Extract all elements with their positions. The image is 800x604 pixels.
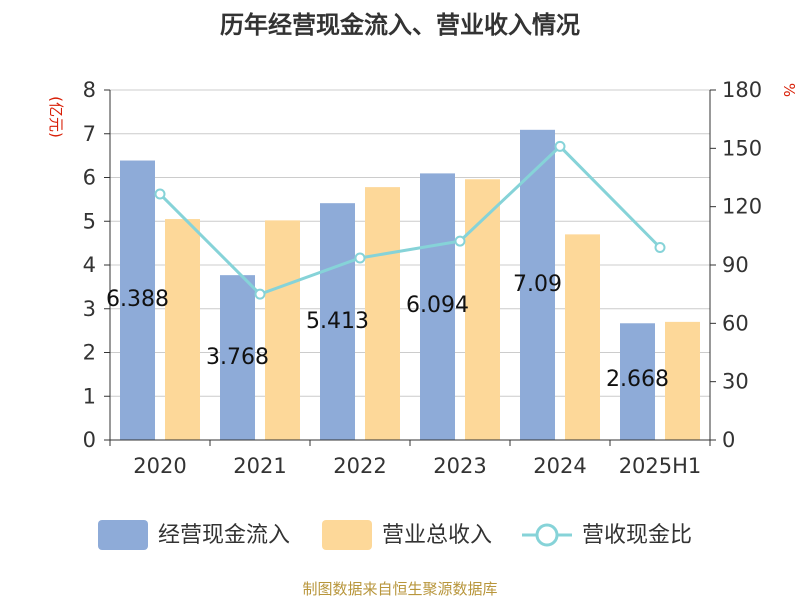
bar-cash-inflow	[120, 160, 155, 440]
ratio-point	[354, 252, 366, 264]
ratio-point	[154, 188, 166, 200]
x-axis-tick-label: 2025H1	[619, 454, 702, 478]
bar-cash-inflow	[520, 129, 555, 440]
bars	[120, 129, 700, 440]
left-axis-tick-label: 5	[83, 209, 96, 233]
bar-revenue	[665, 321, 700, 440]
bar-cash-inflow	[420, 173, 455, 440]
legend-marker-ratio	[535, 523, 559, 547]
x-axis-tick-label: 2021	[233, 454, 286, 478]
bar-revenue	[265, 220, 300, 440]
legend-label-cash-inflow: 经营现金流入	[158, 523, 290, 548]
data-label-cash-inflow: 5.413	[306, 309, 369, 334]
left-axis-tick-label: 1	[83, 384, 96, 408]
right-axis-unit: %	[780, 83, 798, 97]
x-axis-tick-label: 2024	[533, 454, 586, 478]
legend-item-revenue[interactable]: 营业总收入	[322, 520, 492, 550]
right-axis-tick-label: 150	[722, 136, 762, 160]
source-note: 制图数据来自恒生聚源数据库	[302, 580, 497, 598]
bar-cash-inflow	[620, 323, 655, 440]
legend-label-ratio: 营收现金比	[582, 523, 692, 548]
x-axis-tick-label: 2022	[333, 454, 386, 478]
left-axis-tick-label: 4	[83, 253, 96, 277]
ratio-point	[454, 235, 466, 247]
bar-revenue	[465, 179, 500, 440]
data-label-cash-inflow: 2.668	[606, 367, 669, 392]
left-axis-tick-label: 0	[83, 428, 96, 452]
ratio-line-path	[158, 144, 662, 296]
left-axis-tick-label: 7	[83, 122, 96, 146]
right-axis-tick-label: 90	[722, 253, 749, 277]
bar-revenue	[365, 187, 400, 440]
right-axis-tick-label: 180	[722, 78, 762, 102]
right-axis-tick-label: 120	[722, 195, 762, 219]
data-label-cash-inflow: 6.094	[406, 293, 469, 318]
data-label-cash-inflow: 7.09	[513, 272, 562, 297]
right-axis-tick-label: 30	[722, 370, 749, 394]
left-axis-tick-label: 2	[83, 341, 96, 365]
left-axis-tick-label: 3	[83, 297, 96, 321]
axes: 0 1 2 3 4 5 6 7 8 0 30 60 90 120 150 180 2020 2021 2022 202…	[83, 78, 762, 478]
legend-swatch-revenue	[322, 520, 372, 550]
bar-cash-inflow	[320, 203, 355, 440]
bar-revenue	[165, 219, 200, 440]
data-labels: 6.388 3.768 5.413 6.094 7.09 2.668	[106, 272, 669, 392]
x-axis-tick-label: 2023	[433, 454, 486, 478]
ratio-point	[654, 242, 666, 253]
right-axis-tick-label: 0	[722, 428, 735, 452]
legend: 经营现金流入 营业总收入 营收现金比	[98, 520, 692, 550]
chart-title: 历年经营现金流入、营业收入情况	[220, 11, 580, 39]
legend-item-ratio[interactable]: 营收现金比	[522, 523, 692, 548]
bar-cash-inflow	[220, 275, 255, 440]
bar-revenue	[565, 234, 600, 440]
legend-item-cash-inflow[interactable]: 经营现金流入	[98, 520, 290, 550]
ratio-point	[554, 140, 566, 152]
left-axis-unit: (亿元)	[47, 96, 65, 138]
data-label-cash-inflow: 3.768	[206, 345, 269, 370]
data-label-cash-inflow: 6.388	[106, 287, 169, 312]
left-axis-tick-label: 6	[83, 166, 96, 190]
right-axis-tick-label: 60	[722, 311, 749, 335]
grid-lines	[110, 89, 710, 397]
left-axis-tick-label: 8	[83, 78, 96, 102]
ratio-point	[254, 288, 266, 300]
ratio-line	[154, 140, 666, 300]
legend-swatch-cash-inflow	[98, 520, 148, 550]
x-axis-tick-label: 2020	[133, 454, 186, 478]
legend-label-revenue: 营业总收入	[382, 523, 492, 548]
